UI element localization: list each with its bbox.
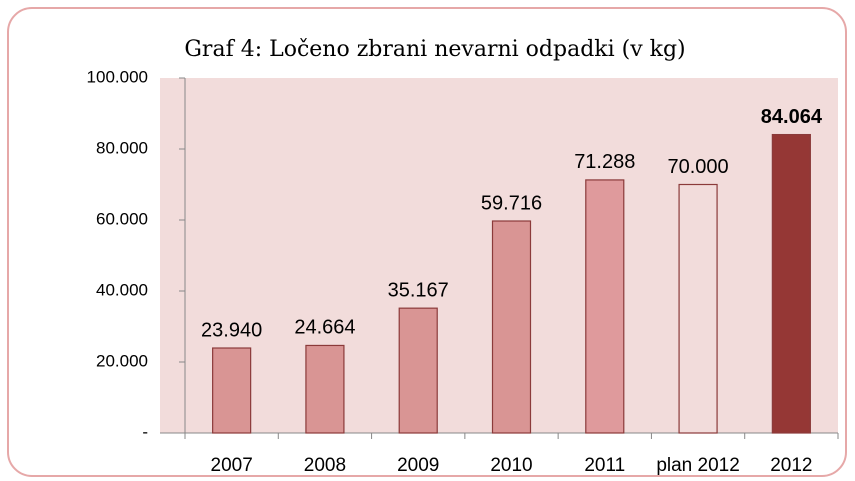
y-tick-label: 80.000: [96, 138, 148, 157]
bar: [212, 347, 252, 434]
bar: [771, 133, 811, 434]
x-tick-label: 2009: [397, 455, 439, 476]
y-tick-label: 60.000: [96, 209, 148, 228]
y-tick-label: -: [142, 422, 148, 441]
value-label: 84.064: [761, 106, 823, 128]
value-label: 70.000: [667, 156, 728, 178]
bar: [585, 179, 625, 434]
value-label: 35.167: [388, 279, 449, 301]
chart-title: Graf 4: Ločeno zbrani nevarni odpadki (v…: [184, 37, 685, 62]
x-tick-label: 2011: [584, 455, 625, 476]
bar: [678, 183, 718, 434]
x-tick-label: 2007: [211, 455, 253, 476]
x-tick-label: 2010: [490, 455, 532, 476]
bar: [305, 344, 345, 434]
bar: [398, 307, 438, 434]
value-label: 59.716: [481, 192, 542, 214]
value-label: 71.288: [574, 151, 635, 173]
y-tick-label: 100.000: [87, 67, 148, 86]
bar: [491, 220, 532, 434]
y-tick-label: 20.000: [96, 351, 148, 370]
value-label: 24.664: [294, 317, 355, 339]
x-tick-label: 2008: [304, 455, 346, 476]
x-tick-label: plan 2012: [656, 455, 739, 476]
y-tick-label: 40.000: [96, 280, 148, 299]
value-label: 23.940: [201, 319, 262, 341]
x-tick-label: 2012: [770, 455, 812, 476]
